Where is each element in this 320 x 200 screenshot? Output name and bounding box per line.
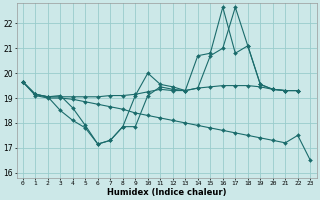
X-axis label: Humidex (Indice chaleur): Humidex (Indice chaleur) <box>107 188 226 197</box>
